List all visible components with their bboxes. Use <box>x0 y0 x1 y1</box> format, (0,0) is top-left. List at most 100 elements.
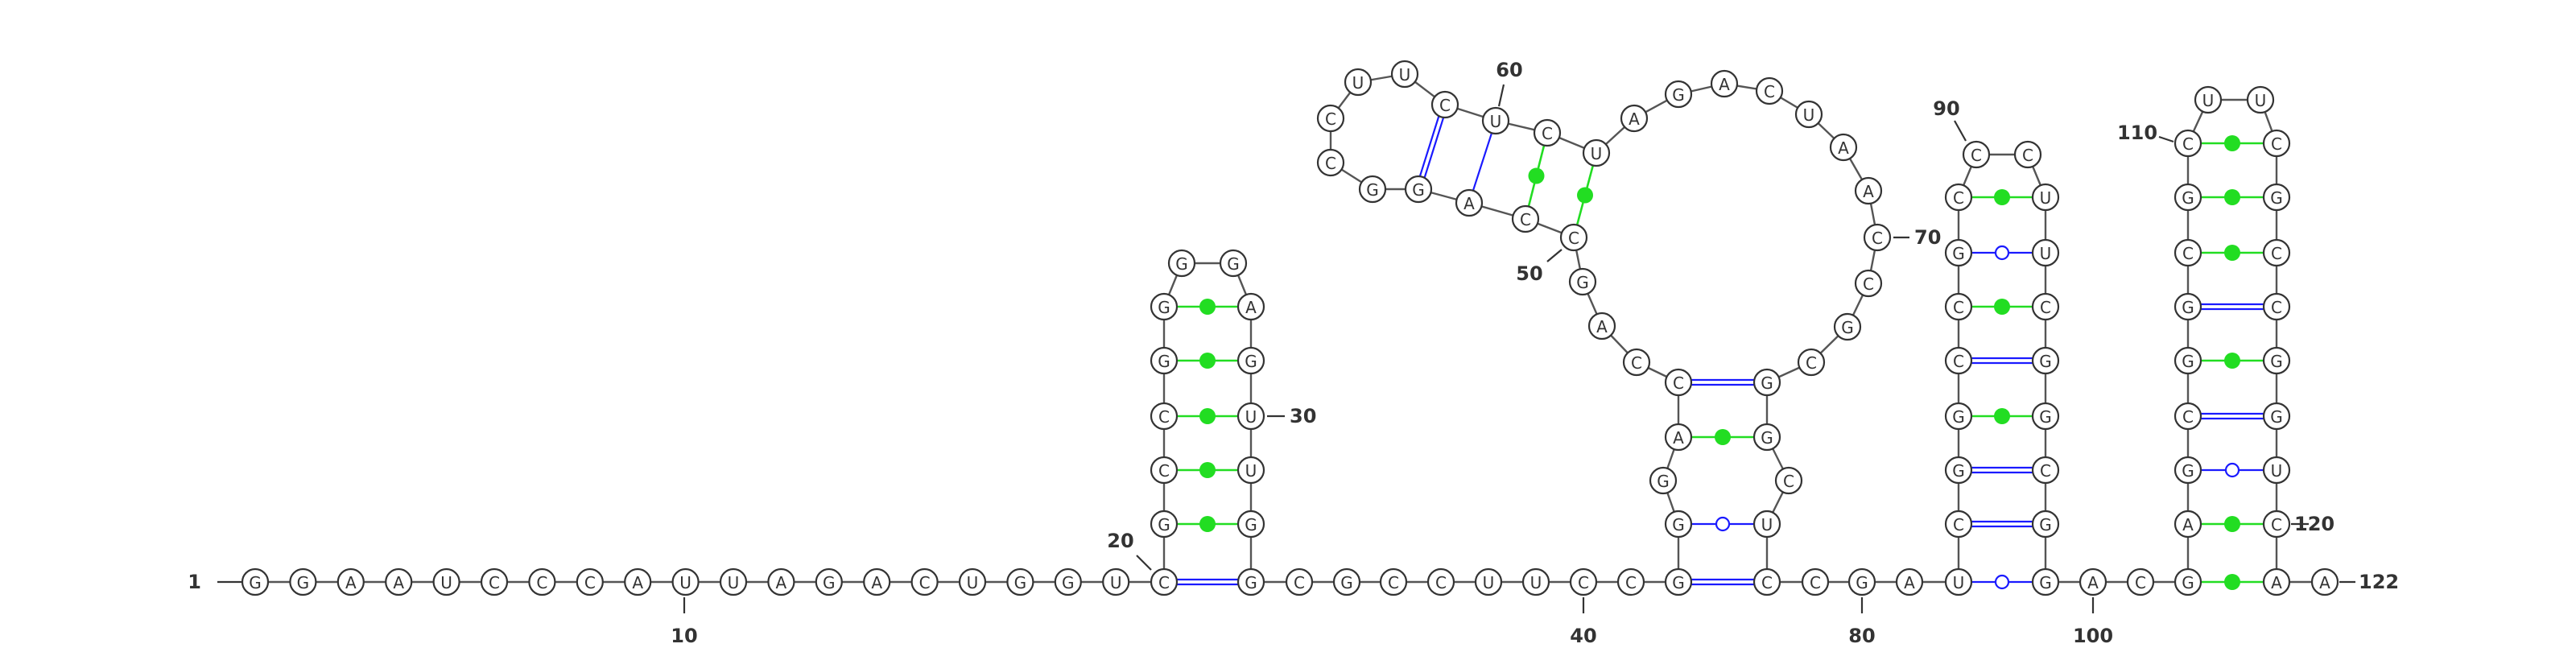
nucleotide-circle <box>2031 456 2060 485</box>
nucleotide-letter: A <box>776 573 787 592</box>
nucleotide-116: C <box>2262 292 2291 321</box>
nucleotide-circle <box>1521 567 1550 596</box>
nucleotide-letter: C <box>1578 573 1589 592</box>
nucleotide-38: U <box>1474 567 1503 596</box>
position-number-1: 1 <box>188 571 201 593</box>
noncanonical-pair-marker <box>1199 408 1216 424</box>
nucleotide-61: C <box>1533 118 1562 147</box>
nucleotide-circle <box>1944 183 1973 212</box>
base-pairs <box>1177 116 2264 590</box>
nucleotide-letter: G <box>1841 318 1854 337</box>
noncanonical-pair-marker <box>1994 189 2010 205</box>
nucleotide-24: G <box>1150 346 1179 375</box>
nucleotide-82: U <box>1944 567 1973 596</box>
nucleotide-circle <box>1895 567 1924 596</box>
nucleotide-letter: A <box>1596 317 1608 336</box>
nucleotide-27: G <box>1219 249 1248 278</box>
nucleotide-circle <box>1582 138 1611 167</box>
noncanonical-pair-marker <box>2224 353 2240 369</box>
nucleotide-circle <box>815 567 843 596</box>
nucleotide-letter: G <box>1657 472 1670 491</box>
nucleotide-119: U <box>2262 456 2291 485</box>
position-number-60: 60 <box>1496 59 1522 81</box>
nucleotide-letter: G <box>2270 407 2283 427</box>
nucleotide-26: G <box>1167 249 1196 278</box>
nucleotide-letter: C <box>1158 573 1170 592</box>
nucleotide-circle <box>1833 312 1862 341</box>
nucleotide-circle <box>576 567 604 596</box>
noncanonical-pair-marker <box>2224 135 2240 151</box>
nucleotide-6: C <box>480 567 509 596</box>
nucleotide-52: A <box>1455 188 1484 217</box>
nucleotide-letter: C <box>2040 298 2051 317</box>
nucleotide-circle <box>2031 510 2060 539</box>
nucleotide-25: G <box>1150 292 1179 321</box>
nucleotide-40: C <box>1569 567 1598 596</box>
nucleotide-69: A <box>1854 176 1883 205</box>
nucleotide-102: G <box>2174 567 2202 596</box>
nucleotide-84: G <box>1944 456 1973 485</box>
nucleotide-circle <box>1616 567 1645 596</box>
nucleotide-letter: U <box>1110 573 1122 592</box>
nucleotide-letter: A <box>345 573 357 592</box>
nucleotide-112: U <box>2246 85 2275 114</box>
nucleotide-circle <box>1236 292 1265 321</box>
position-number-30: 30 <box>1290 405 1316 427</box>
nucleotide-81: A <box>1895 567 1924 596</box>
nucleotide-letter: G <box>823 573 836 592</box>
nucleotide-letter: C <box>2022 146 2033 165</box>
nucleotide-circle <box>1863 223 1892 252</box>
nucleotide-circle <box>1358 175 1387 204</box>
nucleotide-letter: G <box>1952 244 1965 263</box>
wobble-pair-marker <box>1994 245 2010 261</box>
nucleotide-circle <box>1752 510 1781 539</box>
nucleotide-circle <box>1404 175 1433 204</box>
nucleotide-circle <box>1316 104 1345 133</box>
nucleotide-circle <box>1236 567 1265 596</box>
position-tick <box>1497 84 1505 107</box>
position-number-90: 90 <box>1933 97 1959 120</box>
nucleotide-letter: A <box>1719 75 1730 94</box>
nucleotide-circle <box>1150 510 1179 539</box>
nucleotide-letter: U <box>2040 244 2052 263</box>
nucleotide-circle <box>1285 567 1314 596</box>
position-tick <box>1546 249 1563 262</box>
nucleotide-letter: U <box>1490 112 1502 131</box>
nucleotide-circle <box>2174 567 2202 596</box>
nucleotide-5: U <box>432 567 460 596</box>
nucleotide-circle <box>2174 402 2202 431</box>
nucleotide-circle <box>1568 267 1597 296</box>
nucleotide-circle <box>1219 249 1248 278</box>
nucleotide-73: C <box>1797 348 1826 377</box>
nucleotide-41: C <box>1616 567 1645 596</box>
nucleotide-20: C <box>1150 567 1179 596</box>
nucleotide-circle <box>1236 402 1265 431</box>
nucleotide-circle <box>2031 238 2060 267</box>
nucleotide-letter: U <box>2040 188 2052 208</box>
nucleotide-circle <box>1236 456 1265 485</box>
nucleotide-23: C <box>1150 402 1179 431</box>
nucleotide-letter: G <box>2270 352 2283 371</box>
nucleotide-circle <box>2262 183 2291 212</box>
nucleotide-letter: U <box>1483 573 1495 592</box>
nucleotide-circle <box>2126 567 2155 596</box>
nucleotide-letter: U <box>967 573 979 592</box>
nucleotide-circle <box>719 567 748 596</box>
nucleotide-circle <box>1944 456 1973 485</box>
nucleotide-108: C <box>2174 238 2202 267</box>
nucleotide-circle <box>2013 140 2042 169</box>
nucleotide-letter: G <box>1227 254 1240 274</box>
nucleotide-circle <box>1236 510 1265 539</box>
noncanonical-pair-marker <box>1199 299 1216 315</box>
nucleotide-letter: A <box>871 573 882 592</box>
wobble-pair-marker <box>1715 516 1731 532</box>
nucleotide-letter: G <box>2182 352 2194 371</box>
nucleotide-70: C <box>1863 223 1892 252</box>
position-number-120: 120 <box>2294 513 2334 535</box>
nucleotide-44: G <box>1649 466 1678 495</box>
nucleotide-letter: A <box>2087 573 2099 592</box>
nucleotide-circle <box>1664 368 1693 397</box>
nucleotide-circle <box>1944 346 1973 375</box>
nucleotide-circle <box>2262 292 2291 321</box>
nucleotide-letter: G <box>2039 573 2052 592</box>
